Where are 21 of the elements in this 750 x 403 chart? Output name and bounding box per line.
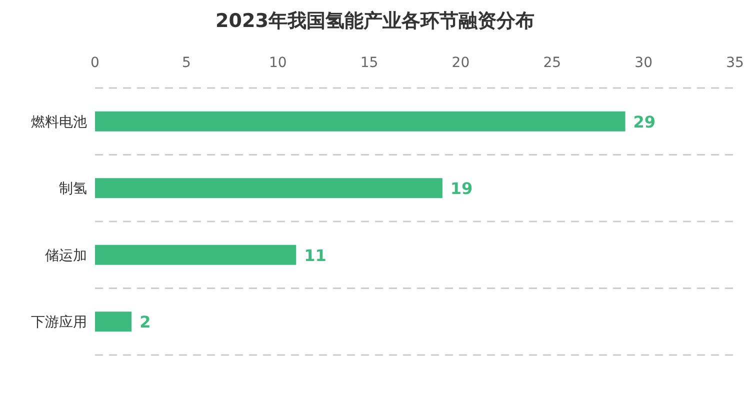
data-label: 29 [633,112,656,132]
x-tick-label: 35 [726,55,744,71]
data-label: 19 [450,179,473,198]
data-label: 11 [304,246,326,265]
x-tick-label: 15 [360,55,378,71]
bar [95,244,296,265]
chart-title: 2023年我国氢能产业各环节融资分布 [216,10,534,32]
bar [95,312,132,332]
y-tick-label: 下游应用 [31,314,87,331]
x-tick-label: 10 [268,55,287,71]
y-tick-label: 储运加 [45,248,87,264]
y-tick-label: 制氢 [59,181,87,198]
x-tick-label: 30 [634,55,652,71]
y-tick-label: 燃料电池 [31,114,87,130]
x-tick-label: 0 [90,55,100,71]
bar [95,178,442,198]
x-tick-label: 20 [452,55,470,71]
bar [95,111,626,132]
x-tick-label: 25 [543,55,562,71]
data-label: 2 [140,312,151,332]
x-tick-label: 5 [182,55,191,71]
